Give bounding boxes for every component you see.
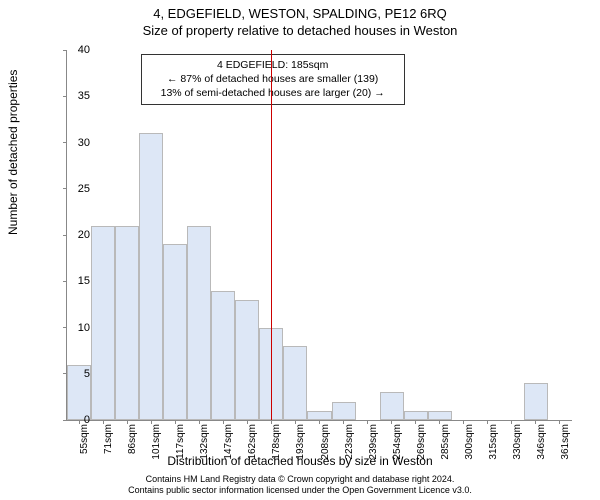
annotation-line-2: ← 87% of detached houses are smaller (13… bbox=[148, 72, 398, 86]
annotation-line-1: 4 EDGEFIELD: 185sqm bbox=[148, 58, 398, 72]
histogram-bar bbox=[404, 411, 428, 420]
ytick-label: 40 bbox=[66, 44, 90, 56]
histogram-bar bbox=[235, 300, 259, 420]
histogram-bar bbox=[428, 411, 452, 420]
ytick-label: 5 bbox=[66, 368, 90, 380]
ytick-label: 35 bbox=[66, 90, 90, 102]
histogram-bar bbox=[307, 411, 331, 420]
attribution: Contains HM Land Registry data © Crown c… bbox=[0, 474, 600, 496]
title-sub: Size of property relative to detached ho… bbox=[0, 21, 600, 38]
ytick-label: 20 bbox=[66, 229, 90, 241]
attribution-line-2: Contains public sector information licen… bbox=[0, 485, 600, 496]
ytick-label: 25 bbox=[66, 183, 90, 195]
y-axis-label: Number of detached properties bbox=[6, 70, 20, 235]
histogram-bar bbox=[187, 226, 211, 420]
histogram-bar bbox=[380, 392, 404, 420]
histogram-bar bbox=[91, 226, 115, 420]
ytick-label: 0 bbox=[66, 414, 90, 426]
histogram-bar bbox=[115, 226, 139, 420]
histogram-bar bbox=[524, 383, 548, 420]
histogram-bar bbox=[139, 133, 163, 420]
title-main: 4, EDGEFIELD, WESTON, SPALDING, PE12 6RQ bbox=[0, 0, 600, 21]
ytick-label: 10 bbox=[66, 322, 90, 334]
histogram-bar bbox=[283, 346, 307, 420]
plot-area: 4 EDGEFIELD: 185sqm ← 87% of detached ho… bbox=[66, 50, 572, 421]
chart-container: 4, EDGEFIELD, WESTON, SPALDING, PE12 6RQ… bbox=[0, 0, 600, 500]
histogram-bar bbox=[211, 291, 235, 421]
annotation-box: 4 EDGEFIELD: 185sqm ← 87% of detached ho… bbox=[141, 54, 405, 105]
histogram-bar bbox=[163, 244, 187, 420]
histogram-bar bbox=[332, 402, 356, 421]
x-axis-label: Distribution of detached houses by size … bbox=[0, 454, 600, 468]
attribution-line-1: Contains HM Land Registry data © Crown c… bbox=[0, 474, 600, 485]
ytick-label: 30 bbox=[66, 137, 90, 149]
ytick-label: 15 bbox=[66, 275, 90, 287]
annotation-line-3: 13% of semi-detached houses are larger (… bbox=[148, 86, 398, 100]
marker-line bbox=[271, 50, 272, 420]
